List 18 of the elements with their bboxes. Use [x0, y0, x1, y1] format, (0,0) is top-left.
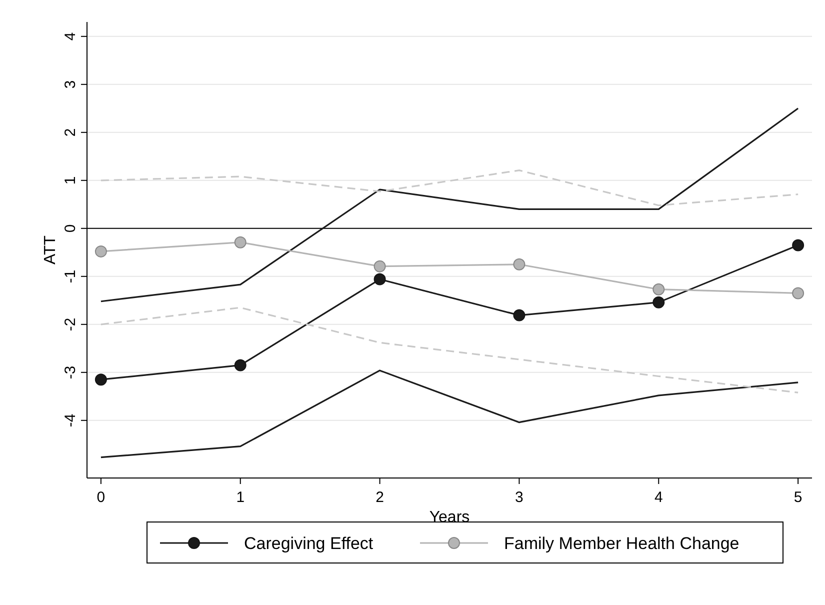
- x-tick-label: 1: [236, 489, 245, 506]
- x-tick-label: 5: [794, 489, 802, 506]
- y-tick-label: -3: [62, 366, 79, 380]
- y-tick-label: 4: [62, 32, 79, 41]
- y-tick-label: -1: [62, 270, 79, 284]
- y-tick-label: -4: [62, 414, 79, 428]
- y-tick-label: 3: [62, 80, 79, 89]
- x-tick-label: 3: [515, 489, 524, 506]
- x-tick-label: 0: [96, 489, 106, 506]
- x-tick-label: 2: [376, 489, 384, 506]
- y-tick-label: 0: [62, 224, 79, 233]
- y-tick-label: 2: [62, 128, 79, 137]
- y-tick-label: 1: [62, 176, 79, 185]
- x-tick-label: 4: [654, 489, 663, 506]
- y-axis-title: ATT: [42, 235, 59, 265]
- y-tick-label: -2: [62, 318, 79, 332]
- legend-label: Caregiving Effect: [244, 534, 374, 553]
- legend-label: Family Member Health Change: [504, 534, 740, 553]
